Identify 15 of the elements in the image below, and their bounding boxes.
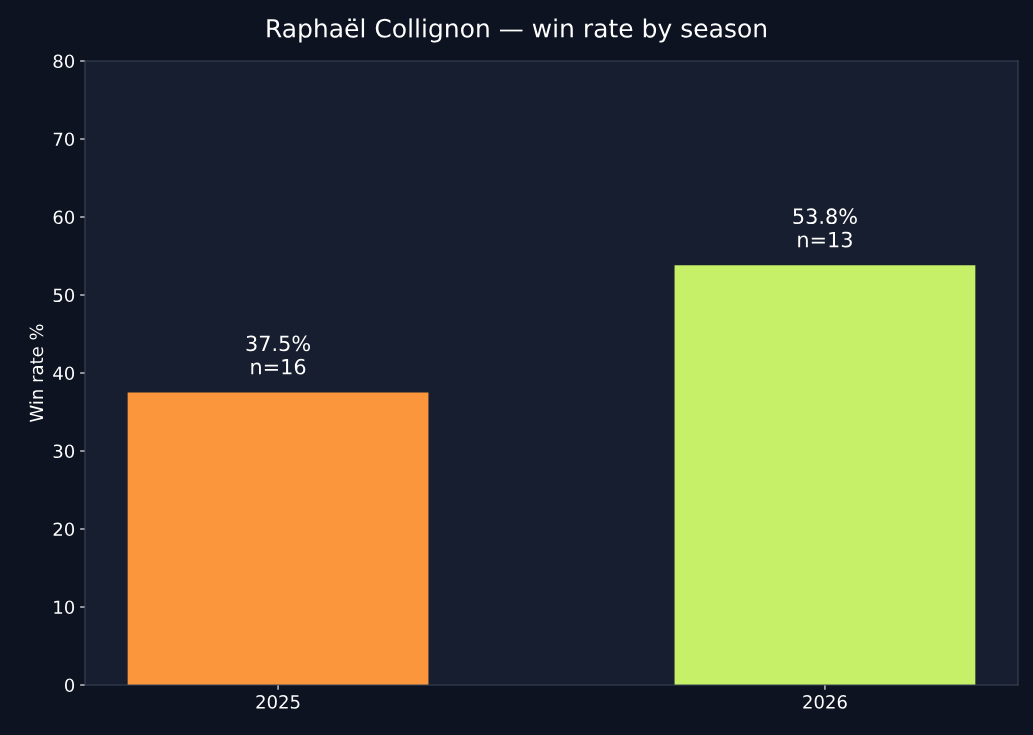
y-tick-label: 40 — [53, 366, 75, 381]
y-tick-label: 70 — [53, 132, 75, 147]
x-tick-label: 2026 — [803, 695, 847, 709]
y-tick-label: 10 — [54, 600, 75, 615]
x-tick-label: 2025 — [256, 695, 300, 709]
y-tick-label: 60 — [53, 210, 75, 225]
y-tick-label: 20 — [53, 522, 75, 537]
y-axis-title: Win rate % — [29, 324, 44, 423]
y-tick-label: 30 — [53, 444, 75, 459]
data-label: 53.8% n=13 — [793, 208, 857, 248]
y-tick-label: 80 — [53, 54, 75, 69]
data-label: 37.5% n=16 — [246, 335, 310, 375]
y-tick-label: 50 — [53, 288, 75, 303]
chart-title: Raphaël Collignon — win rate by season — [267, 18, 766, 43]
y-tick-label: 0 — [64, 678, 75, 693]
